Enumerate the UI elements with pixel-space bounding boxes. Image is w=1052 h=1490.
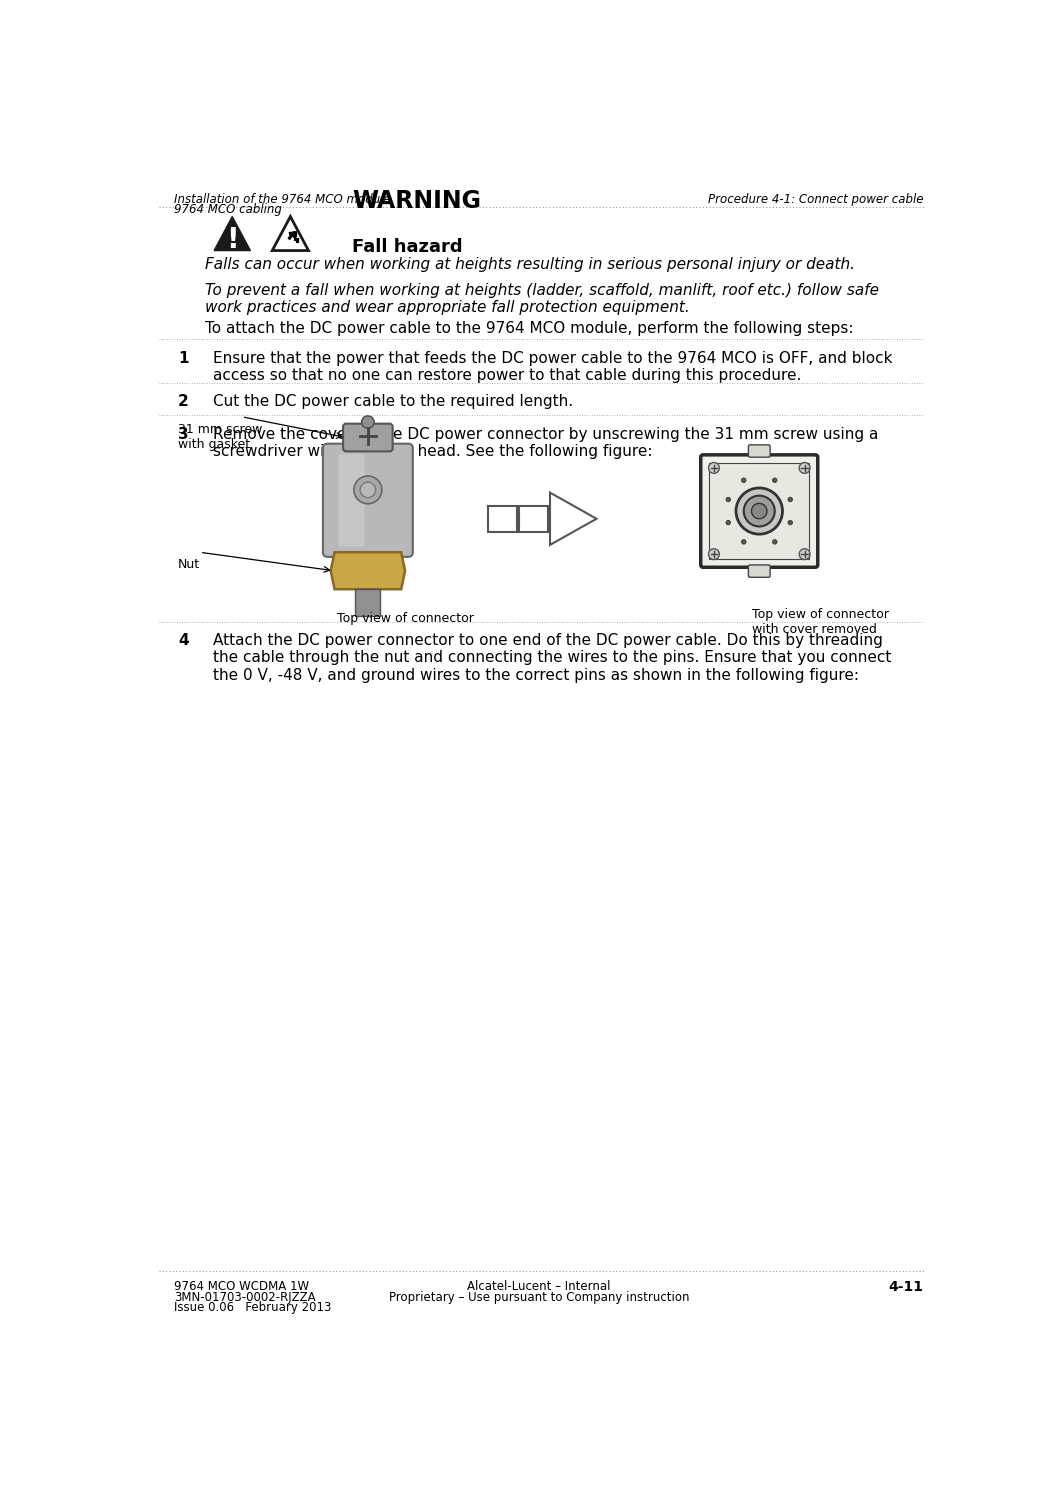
- FancyBboxPatch shape: [701, 454, 817, 568]
- Text: 9764 MCO cabling: 9764 MCO cabling: [175, 204, 282, 216]
- Text: Nut: Nut: [178, 559, 200, 571]
- Text: Cut the DC power cable to the required length.: Cut the DC power cable to the required l…: [213, 395, 573, 410]
- FancyBboxPatch shape: [748, 565, 770, 577]
- Circle shape: [736, 487, 783, 533]
- Text: Fall hazard: Fall hazard: [352, 238, 463, 256]
- Text: Procedure 4-1: Connect power cable: Procedure 4-1: Connect power cable: [708, 192, 924, 206]
- Text: WARNING: WARNING: [352, 189, 482, 213]
- FancyBboxPatch shape: [709, 463, 809, 559]
- Text: Proprietary – Use pursuant to Company instruction: Proprietary – Use pursuant to Company in…: [389, 1290, 689, 1304]
- Text: Falls can occur when working at heights resulting in serious personal injury or : Falls can occur when working at heights …: [205, 258, 855, 273]
- Text: 1: 1: [178, 350, 188, 365]
- FancyBboxPatch shape: [323, 444, 412, 557]
- Text: 31 mm screw
with gasket: 31 mm screw with gasket: [178, 423, 262, 451]
- Polygon shape: [215, 216, 250, 250]
- Circle shape: [360, 483, 376, 498]
- Text: 2: 2: [178, 395, 188, 410]
- Circle shape: [292, 231, 296, 234]
- Circle shape: [742, 539, 746, 544]
- Text: Issue 0.06   February 2013: Issue 0.06 February 2013: [175, 1301, 331, 1314]
- Text: To attach the DC power cable to the 9764 MCO module, perform the following steps: To attach the DC power cable to the 9764…: [205, 322, 853, 337]
- Text: 4-11: 4-11: [889, 1280, 924, 1293]
- Polygon shape: [550, 493, 596, 545]
- Circle shape: [353, 475, 382, 504]
- Circle shape: [800, 548, 810, 560]
- Circle shape: [708, 462, 720, 474]
- Text: Remove the cover of the DC power connector by unscrewing the 31 mm screw using a: Remove the cover of the DC power connect…: [213, 426, 878, 459]
- Circle shape: [362, 416, 375, 428]
- Bar: [356, 589, 380, 617]
- Text: Ensure that the power that feeds the DC power cable to the 9764 MCO is OFF, and : Ensure that the power that feeds the DC …: [213, 350, 892, 383]
- Circle shape: [772, 539, 777, 544]
- Circle shape: [788, 498, 792, 502]
- Text: Attach the DC power connector to one end of the DC power cable. Do this by threa: Attach the DC power connector to one end…: [213, 633, 891, 682]
- FancyBboxPatch shape: [748, 446, 770, 457]
- Text: 9764 MCO WCDMA 1W: 9764 MCO WCDMA 1W: [175, 1280, 309, 1293]
- FancyBboxPatch shape: [343, 423, 392, 451]
- FancyBboxPatch shape: [339, 453, 365, 547]
- Text: !: !: [226, 225, 239, 253]
- Text: 3: 3: [178, 426, 188, 441]
- Circle shape: [744, 496, 774, 526]
- Text: Top view of connector: Top view of connector: [337, 612, 473, 626]
- Text: Top view of connector
with cover removed: Top view of connector with cover removed: [751, 608, 888, 636]
- Circle shape: [708, 548, 720, 560]
- Text: Installation of the 9764 MCO module: Installation of the 9764 MCO module: [175, 192, 391, 206]
- Circle shape: [726, 498, 730, 502]
- Polygon shape: [330, 553, 405, 589]
- Text: 4: 4: [178, 633, 188, 648]
- Circle shape: [800, 462, 810, 474]
- Circle shape: [726, 520, 730, 524]
- Circle shape: [772, 478, 777, 483]
- Circle shape: [751, 504, 767, 519]
- Bar: [488, 505, 518, 532]
- Text: To prevent a fall when working at heights (ladder, scaffold, manlift, roof etc.): To prevent a fall when working at height…: [205, 283, 879, 316]
- Text: 3MN-01703-0002-RJZZA: 3MN-01703-0002-RJZZA: [175, 1290, 316, 1304]
- Polygon shape: [272, 216, 308, 250]
- Bar: [519, 505, 548, 532]
- Text: Alcatel-Lucent – Internal: Alcatel-Lucent – Internal: [467, 1280, 611, 1293]
- Circle shape: [742, 478, 746, 483]
- Circle shape: [788, 520, 792, 524]
